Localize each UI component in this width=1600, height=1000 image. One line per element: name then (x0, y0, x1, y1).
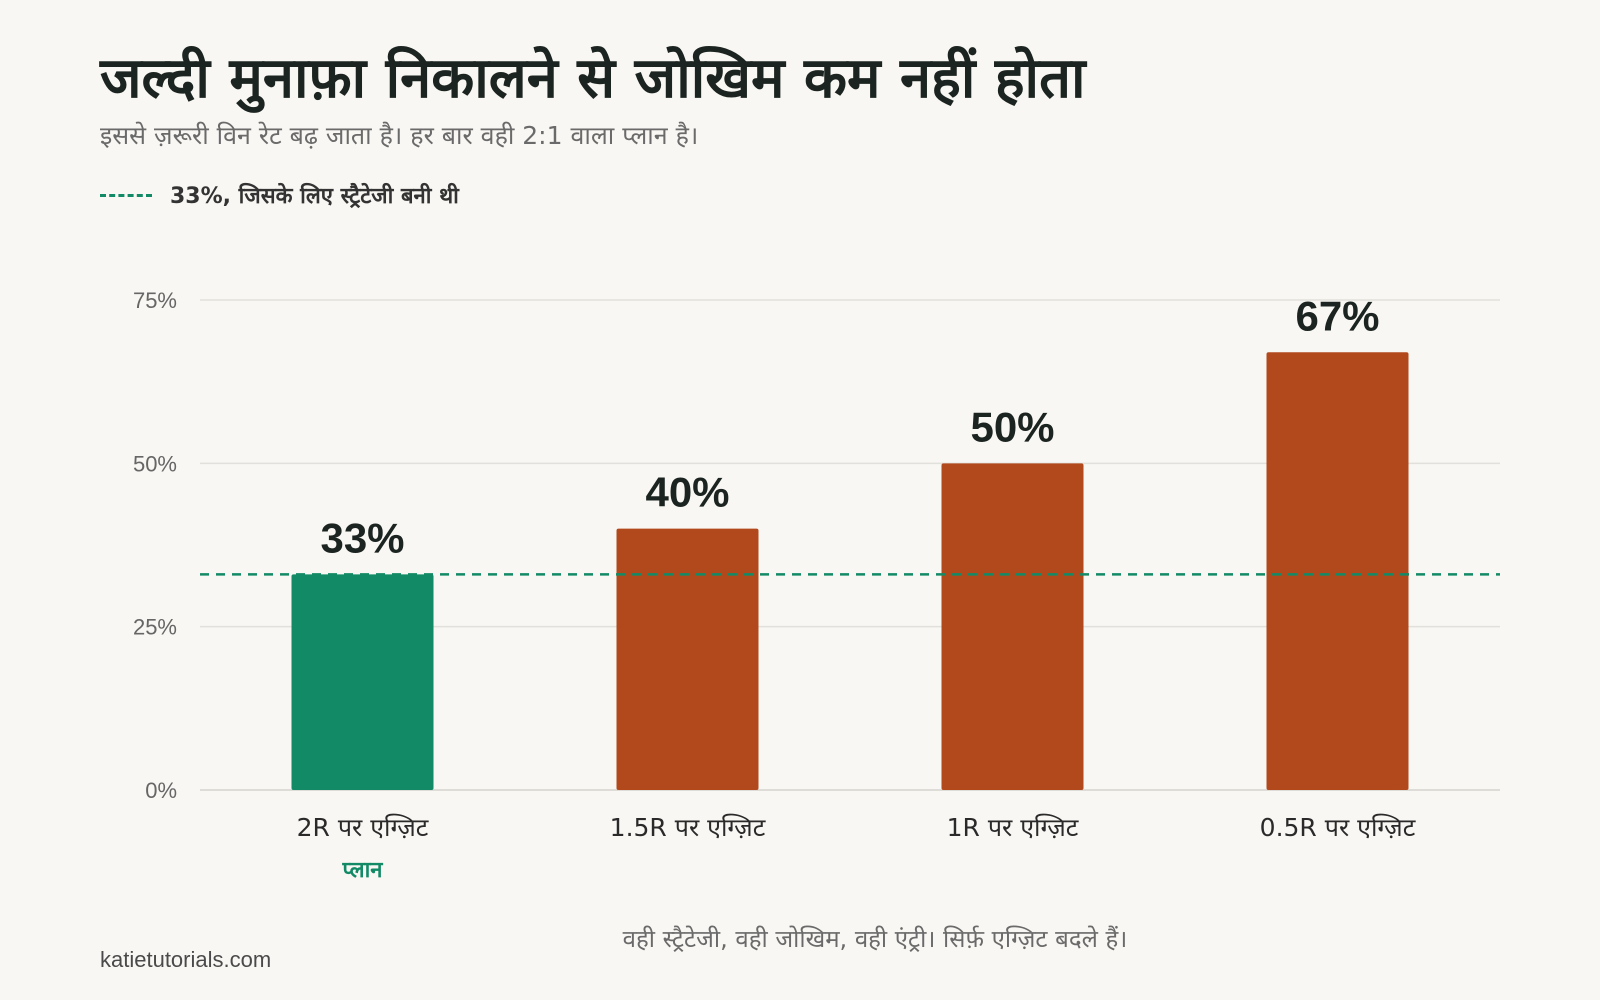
x-tick-label: 2R पर एग्ज़िट (297, 813, 429, 842)
y-tick-label: 50% (133, 451, 177, 476)
bar (941, 463, 1084, 790)
x-tick-label: 1R पर एग्ज़िट (947, 813, 1079, 842)
plan-label: प्लान (342, 858, 384, 883)
legend: 33%, जिसके लिए स्ट्रैटेजी बनी थी (100, 180, 459, 210)
data-label: 67% (1295, 292, 1379, 339)
footer-note: वही स्ट्रैटेजी, वही जोखिम, वही एंट्री। स… (622, 925, 1128, 953)
data-label: 40% (645, 469, 729, 516)
legend-dashed-line (100, 193, 152, 197)
y-tick-label: 25% (133, 615, 177, 640)
bar (1266, 352, 1409, 790)
data-label: 50% (970, 403, 1054, 450)
brand-label: katietutorials.com (100, 947, 272, 972)
legend-label: 33%, जिसके लिए स्ट्रैटेजी बनी थी (170, 184, 459, 209)
x-tick-label: 1.5R पर एग्ज़िट (610, 813, 766, 842)
data-label: 33% (320, 514, 404, 561)
y-tick-label: 75% (133, 288, 177, 313)
bar (291, 574, 434, 790)
page-subtitle: इससे ज़रूरी विन रेट बढ़ जाता है। हर बार … (100, 121, 699, 150)
x-tick-label: 0.5R पर एग्ज़िट (1260, 813, 1416, 842)
bar (616, 528, 759, 790)
y-tick-label: 0% (145, 778, 177, 803)
page-title: जल्दी मुनाफ़ा निकालने से जोखिम कम नहीं ह… (100, 46, 1086, 111)
